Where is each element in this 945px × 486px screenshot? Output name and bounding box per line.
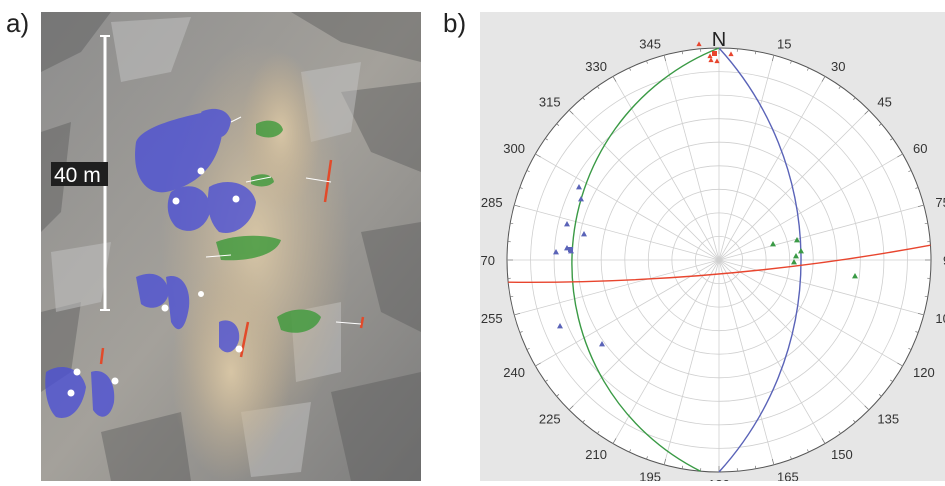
azimuth-label: 345 <box>639 37 661 52</box>
rock-face-image: 40 m <box>41 12 421 481</box>
stereonet-panel: 1530456075910120135150165180195210225240… <box>480 12 945 481</box>
azimuth-label: 45 <box>877 95 891 110</box>
azimuth-label: 300 <box>503 141 525 156</box>
azimuth-label: 315 <box>539 95 561 110</box>
azimuth-tick <box>755 51 756 54</box>
azimuth-label: 195 <box>639 469 661 481</box>
azimuth-label: 240 <box>503 365 525 380</box>
azimuth-tick <box>510 296 513 297</box>
azimuth-tick <box>682 466 683 469</box>
azimuth-label: 270 <box>480 253 495 268</box>
azimuth-label: 75 <box>935 195 945 210</box>
red-pole-square <box>712 51 717 56</box>
azimuth-tick <box>925 223 928 224</box>
azimuth-tick <box>682 51 683 54</box>
panel-a-label: a) <box>6 10 29 36</box>
azimuth-label: 15 <box>777 37 791 52</box>
north-label: N <box>712 29 726 51</box>
azimuth-label: 330 <box>585 59 607 74</box>
azimuth-label: 150 <box>831 447 853 462</box>
azimuth-label: 225 <box>539 411 561 426</box>
azimuth-label: 165 <box>777 469 799 481</box>
azimuth-label: 30 <box>831 59 845 74</box>
azimuth-label: 60 <box>913 141 927 156</box>
azimuth-label: 135 <box>877 411 899 426</box>
azimuth-label: 285 <box>481 195 503 210</box>
azimuth-tick <box>925 296 928 297</box>
azimuth-label: 120 <box>913 365 935 380</box>
azimuth-label: 255 <box>481 311 503 326</box>
azimuth-label: 210 <box>585 447 607 462</box>
scale-bar-label: 40 m <box>54 164 101 187</box>
azimuth-label: 10 <box>935 311 945 326</box>
stereonet-plot: 1530456075910120135150165180195210225240… <box>480 12 945 481</box>
azimuth-label: 180 <box>708 477 730 481</box>
blue-pole-square <box>568 247 573 252</box>
azimuth-tick <box>755 466 756 469</box>
panel-b-label: b) <box>443 10 466 36</box>
azimuth-tick <box>510 223 513 224</box>
rock-face-photo: 40 m <box>41 12 421 481</box>
